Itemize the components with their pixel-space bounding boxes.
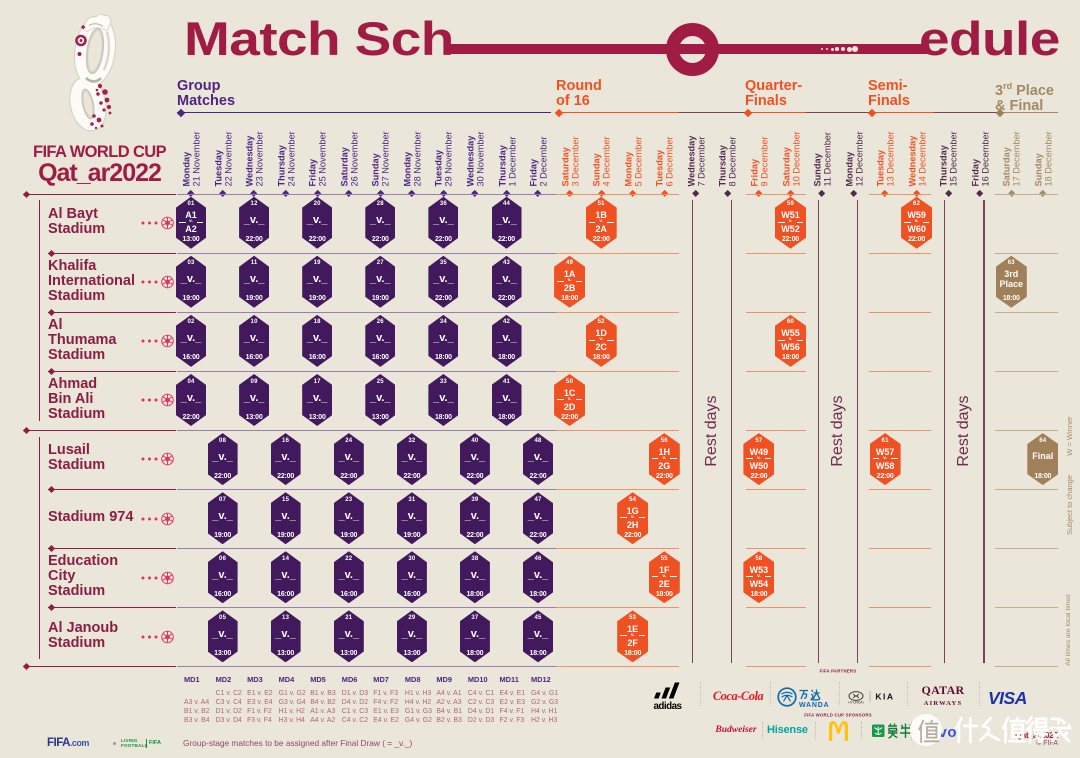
svg-text:HYUNDAI: HYUNDAI [848,701,863,704]
svg-text:KIA: KIA [875,692,894,702]
svg-text:adidas: adidas [653,701,682,711]
svg-text:WANDA: WANDA [799,702,829,708]
